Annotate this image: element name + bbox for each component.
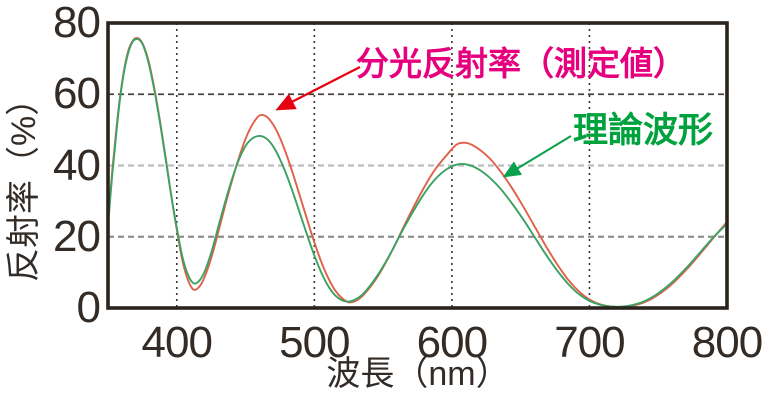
plot-frame bbox=[106, 21, 729, 310]
y-tick-80: 80 bbox=[53, 0, 101, 47]
x-tick-700: 700 bbox=[554, 318, 625, 367]
x-tick-500: 500 bbox=[279, 318, 350, 367]
theoretical-arrow bbox=[502, 135, 572, 178]
measured-arrow bbox=[275, 65, 361, 111]
y-tick-0: 0 bbox=[76, 283, 101, 332]
x-tick-400: 400 bbox=[141, 318, 213, 367]
x-axis-title: 波長（nm） bbox=[326, 355, 510, 393]
y-tick-60: 60 bbox=[53, 69, 101, 119]
y-tick-20: 20 bbox=[53, 211, 101, 261]
x-tick-800: 800 bbox=[691, 318, 763, 367]
theoretical-series-label: 理論波形 bbox=[573, 111, 714, 150]
measured-series-label: 分光反射率（測定値） bbox=[356, 45, 686, 82]
theoretical-curve bbox=[107, 38, 728, 308]
x-tick-600: 600 bbox=[416, 318, 488, 367]
y-tick-40: 40 bbox=[53, 140, 101, 190]
